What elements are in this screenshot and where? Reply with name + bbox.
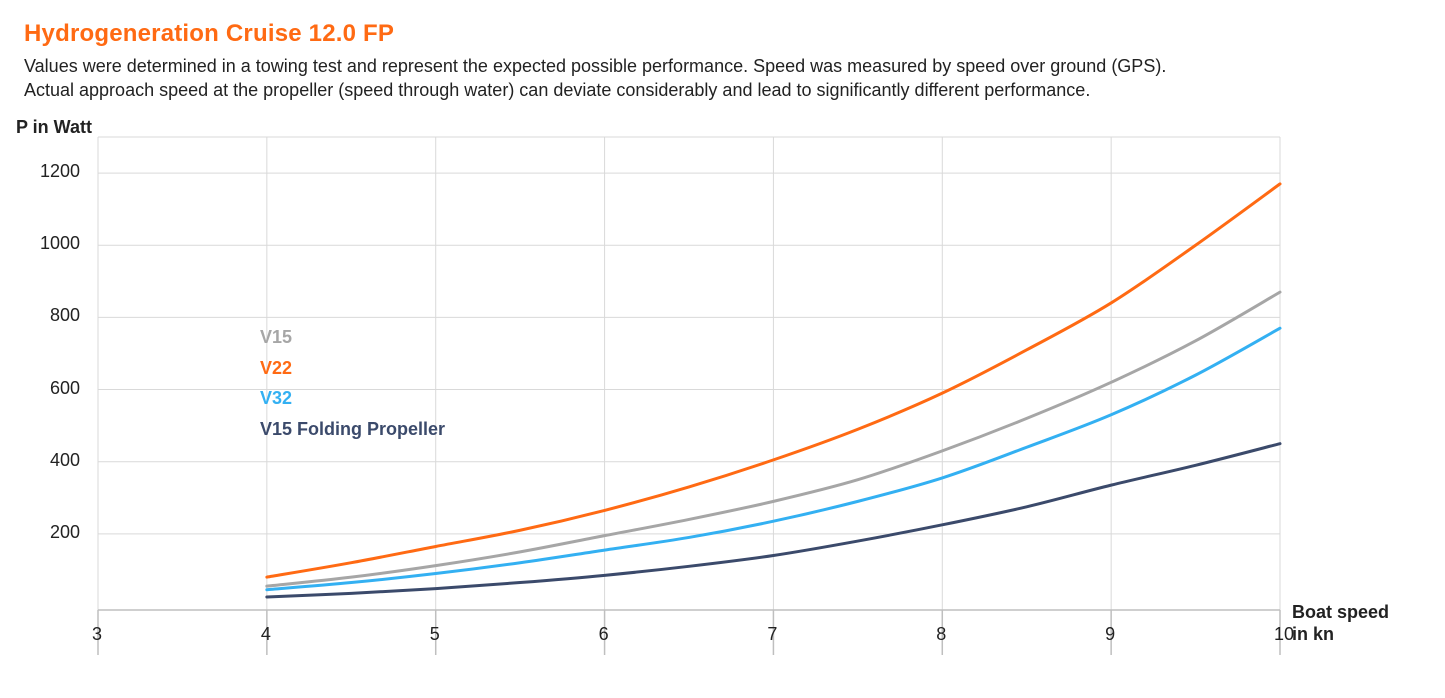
legend-item: V15: [260, 322, 445, 353]
x-tick-label: 3: [92, 624, 102, 645]
x-tick-label: 8: [936, 624, 946, 645]
y-tick-label: 200: [20, 522, 80, 543]
page: Hydrogeneration Cruise 12.0 FP Values we…: [0, 0, 1445, 698]
y-tick-label: 600: [20, 378, 80, 399]
x-tick-label: 9: [1105, 624, 1115, 645]
chart-plot-area: [0, 0, 1445, 698]
x-tick-label: 6: [599, 624, 609, 645]
x-axis-label: Boat speed in kn: [1292, 602, 1389, 645]
legend-item: V22: [260, 353, 445, 384]
x-tick-label: 10: [1274, 624, 1294, 645]
x-tick-label: 5: [430, 624, 440, 645]
y-tick-label: 800: [20, 305, 80, 326]
y-tick-label: 400: [20, 450, 80, 471]
y-tick-label: 1200: [20, 161, 80, 182]
x-axis-label-line-2: in kn: [1292, 624, 1334, 644]
legend-item: V32: [260, 383, 445, 414]
y-tick-label: 1000: [20, 233, 80, 254]
x-tick-label: 7: [767, 624, 777, 645]
chart-legend: V15V22V32V15 Folding Propeller: [260, 322, 445, 444]
x-tick-label: 4: [261, 624, 271, 645]
x-axis-label-line-1: Boat speed: [1292, 602, 1389, 622]
legend-item: V15 Folding Propeller: [260, 414, 445, 445]
